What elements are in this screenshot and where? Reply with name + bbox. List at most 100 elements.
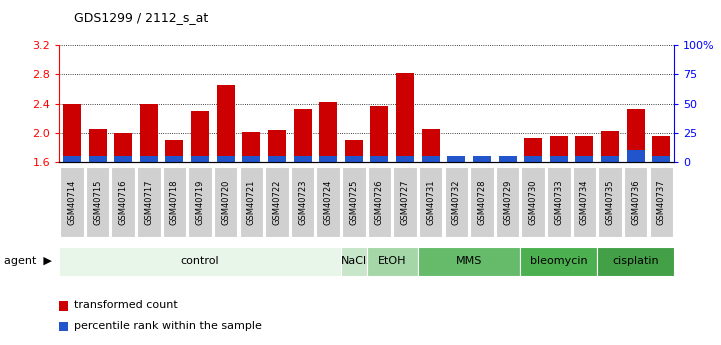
Text: cisplatin: cisplatin [612,256,659,266]
Text: GSM40728: GSM40728 [477,179,487,225]
Text: GSM40714: GSM40714 [68,179,76,225]
Bar [319,156,337,162]
Bar [601,156,619,162]
Bar [601,131,619,162]
Bar [550,137,568,162]
FancyBboxPatch shape [393,167,417,237]
Text: GSM40715: GSM40715 [93,179,102,225]
FancyBboxPatch shape [572,167,596,237]
FancyBboxPatch shape [521,247,597,276]
FancyBboxPatch shape [60,167,84,237]
FancyBboxPatch shape [214,167,237,237]
Bar [524,138,542,162]
Text: EtOH: EtOH [378,256,407,266]
FancyBboxPatch shape [624,167,647,237]
FancyBboxPatch shape [342,167,366,237]
Text: GSM40729: GSM40729 [503,179,512,225]
Bar [59,322,68,331]
FancyBboxPatch shape [86,167,110,237]
Bar [499,156,516,162]
Bar [140,104,158,162]
Bar [63,104,81,162]
FancyBboxPatch shape [419,167,443,237]
Bar [653,156,671,162]
Bar [345,140,363,162]
Bar [217,85,234,162]
Bar [165,156,183,162]
FancyBboxPatch shape [163,167,186,237]
Bar [422,156,440,162]
FancyBboxPatch shape [445,167,468,237]
Text: GSM40725: GSM40725 [349,179,358,225]
FancyBboxPatch shape [598,167,622,237]
Text: GSM40716: GSM40716 [119,179,128,225]
Bar [575,156,593,162]
Text: control: control [181,256,219,266]
Text: bleomycin: bleomycin [530,256,588,266]
Text: agent  ▶: agent ▶ [4,256,51,266]
Bar [396,156,414,162]
Bar [242,132,260,162]
Text: percentile rank within the sample: percentile rank within the sample [74,321,262,331]
Bar [293,156,311,162]
Text: NaCl: NaCl [341,256,367,266]
FancyBboxPatch shape [368,167,392,237]
Bar [242,156,260,162]
FancyBboxPatch shape [547,167,570,237]
FancyBboxPatch shape [137,167,161,237]
Bar [524,156,542,162]
FancyBboxPatch shape [265,167,288,237]
Bar [345,156,363,162]
FancyBboxPatch shape [317,167,340,237]
Bar [114,156,132,162]
FancyBboxPatch shape [597,247,674,276]
Bar [165,140,183,162]
Bar [63,156,81,162]
Text: MMS: MMS [456,256,482,266]
FancyBboxPatch shape [341,247,367,276]
Text: GSM40734: GSM40734 [580,179,589,225]
Text: GSM40727: GSM40727 [401,179,410,225]
Bar [140,156,158,162]
Bar [89,156,107,162]
Bar [447,156,465,162]
Text: GSM40717: GSM40717 [144,179,154,225]
Text: GSM40732: GSM40732 [452,179,461,225]
FancyBboxPatch shape [59,247,341,276]
Bar [319,102,337,162]
Text: GSM40718: GSM40718 [170,179,179,225]
Bar [473,156,491,162]
FancyBboxPatch shape [239,167,263,237]
Text: GSM40731: GSM40731 [426,179,435,225]
Text: GSM40735: GSM40735 [606,179,614,225]
Bar [217,156,234,162]
Text: GSM40733: GSM40733 [554,179,563,225]
FancyBboxPatch shape [418,247,521,276]
Bar [653,137,671,162]
FancyBboxPatch shape [188,167,212,237]
Text: transformed count: transformed count [74,300,177,310]
Text: GSM40720: GSM40720 [221,179,230,225]
FancyBboxPatch shape [291,167,314,237]
Bar [575,136,593,162]
Bar [550,156,568,162]
Bar [59,301,68,310]
Bar [114,133,132,162]
Bar [396,73,414,162]
Text: GSM40719: GSM40719 [195,179,205,225]
Text: GSM40721: GSM40721 [247,179,256,225]
Bar [473,156,491,162]
Bar [447,158,465,162]
FancyBboxPatch shape [367,247,418,276]
Bar [371,106,389,162]
Text: GSM40724: GSM40724 [324,179,332,225]
Text: GDS1299 / 2112_s_at: GDS1299 / 2112_s_at [74,11,208,24]
Bar [627,150,645,162]
Bar [293,109,311,162]
Text: GSM40730: GSM40730 [528,179,538,225]
FancyBboxPatch shape [470,167,494,237]
FancyBboxPatch shape [496,167,519,237]
Bar [422,129,440,162]
Bar [268,156,286,162]
FancyBboxPatch shape [521,167,545,237]
